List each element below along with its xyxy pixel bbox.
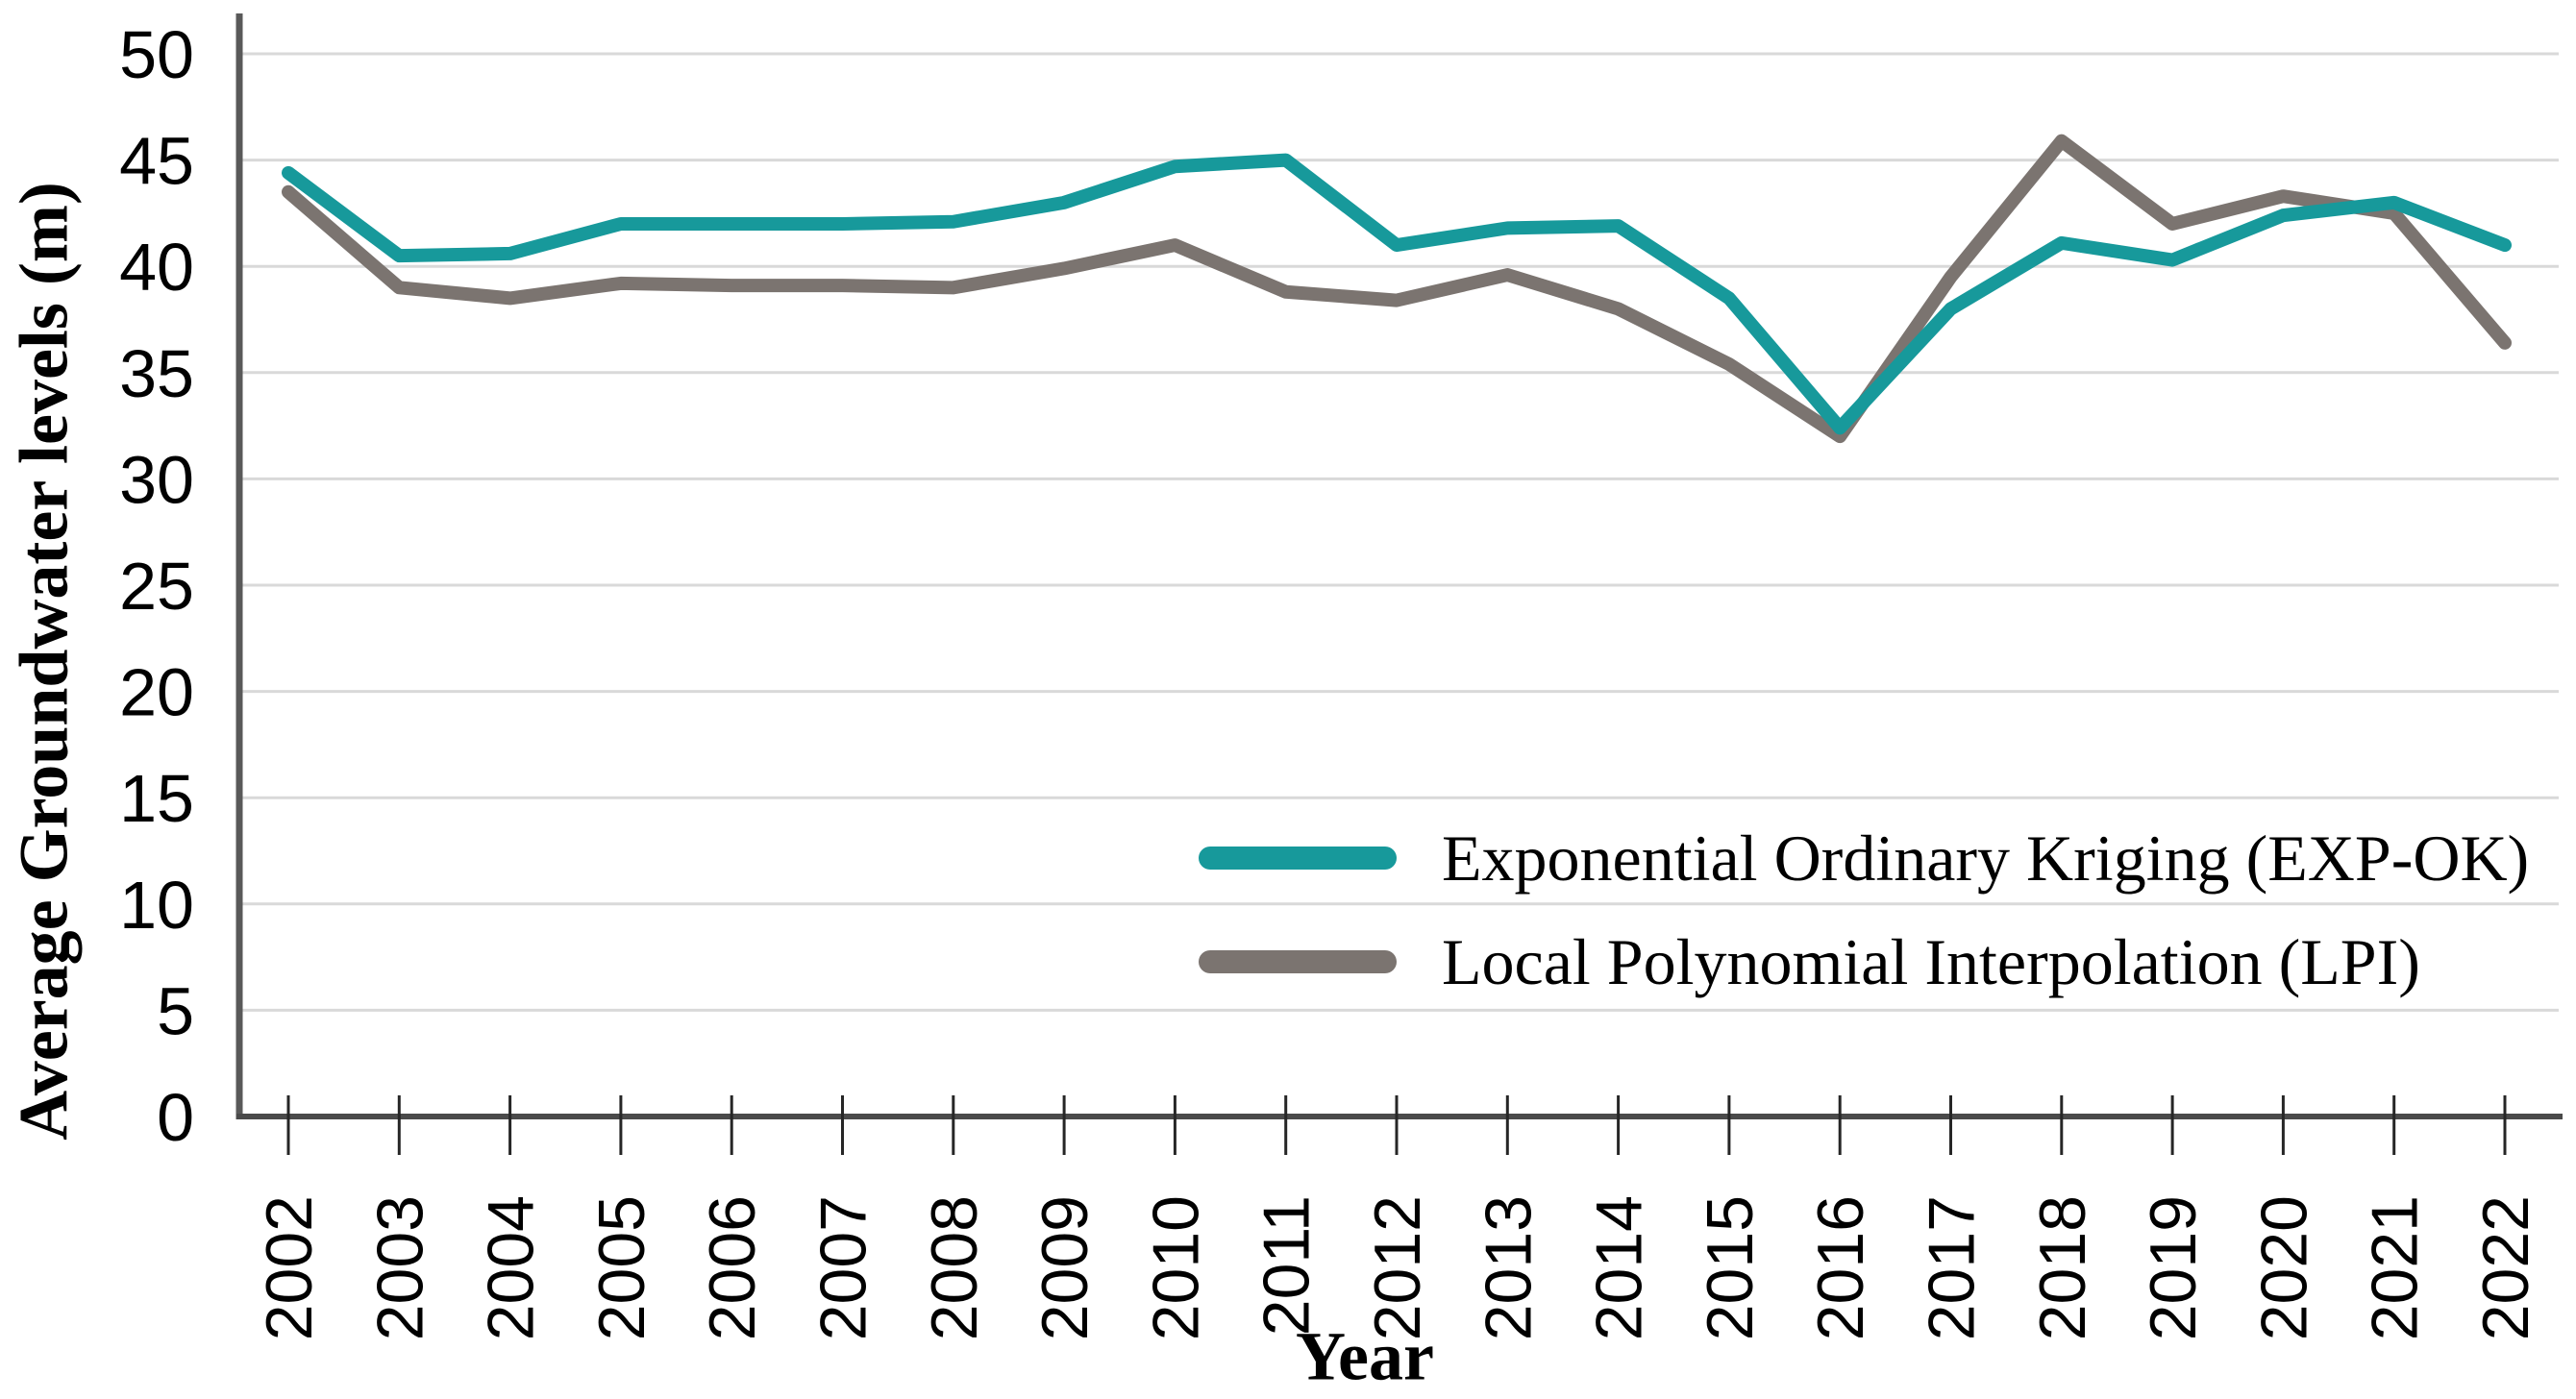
x-tick-label: 2017 xyxy=(1916,1195,1989,1340)
x-tick-label: 2022 xyxy=(2469,1195,2542,1340)
x-tick-label: 2019 xyxy=(2137,1195,2210,1340)
x-tick-label: 2006 xyxy=(696,1195,769,1340)
y-tick-label: 50 xyxy=(119,17,194,92)
x-axis-title: Year xyxy=(1296,1317,1434,1395)
x-tick-label: 2008 xyxy=(918,1195,991,1340)
x-tick-label: 2018 xyxy=(2026,1195,2099,1340)
y-tick-label: 5 xyxy=(157,973,194,1048)
y-axis-title: Average Groundwater levels (m) xyxy=(5,182,83,1141)
x-tick-label: 2005 xyxy=(585,1195,658,1340)
x-tick-label: 2010 xyxy=(1139,1195,1212,1340)
x-tick-label: 2014 xyxy=(1583,1195,1656,1340)
x-tick-label: 2012 xyxy=(1361,1195,1434,1340)
legend: Exponential Ordinary Kriging (EXP-OK) Lo… xyxy=(1199,806,2529,1014)
series-line-lpi xyxy=(282,134,2512,444)
series-line-exp-ok xyxy=(282,153,2512,435)
y-tick-label: 15 xyxy=(119,761,194,836)
x-tick-label: 2007 xyxy=(807,1195,880,1340)
y-tick-label: 10 xyxy=(119,868,194,943)
x-tick-label: 2015 xyxy=(1694,1195,1767,1340)
y-tick-label: 0 xyxy=(157,1080,194,1155)
y-tick-label: 45 xyxy=(119,124,194,199)
x-tick-label: 2004 xyxy=(475,1195,548,1340)
legend-label-lpi: Local Polynomial Interpolation (LPI) xyxy=(1442,925,2420,998)
x-tick-label: 2016 xyxy=(1804,1195,1877,1340)
x-tick-label: 2009 xyxy=(1028,1195,1102,1340)
x-tick-label: 2020 xyxy=(2247,1195,2320,1340)
x-tick-label: 2003 xyxy=(363,1195,436,1340)
x-tick-label: 2002 xyxy=(253,1195,326,1340)
legend-item-lpi: Local Polynomial Interpolation (LPI) xyxy=(1199,910,2529,1014)
y-tick-label: 30 xyxy=(119,442,194,517)
x-tick-label: 2013 xyxy=(1472,1195,1545,1340)
y-tick-label: 25 xyxy=(119,549,194,624)
y-tick-label: 20 xyxy=(119,655,194,730)
y-tick-label: 35 xyxy=(119,336,194,411)
legend-label-exp-ok: Exponential Ordinary Kriging (EXP-OK) xyxy=(1442,822,2530,895)
legend-swatch-lpi xyxy=(1199,950,1397,973)
y-tick-label: 40 xyxy=(119,230,194,305)
legend-swatch-exp-ok xyxy=(1199,847,1397,870)
x-tick-label: 2011 xyxy=(1251,1195,1324,1336)
legend-item-exp-ok: Exponential Ordinary Kriging (EXP-OK) xyxy=(1199,806,2529,910)
x-tick-label: 2021 xyxy=(2359,1195,2432,1340)
